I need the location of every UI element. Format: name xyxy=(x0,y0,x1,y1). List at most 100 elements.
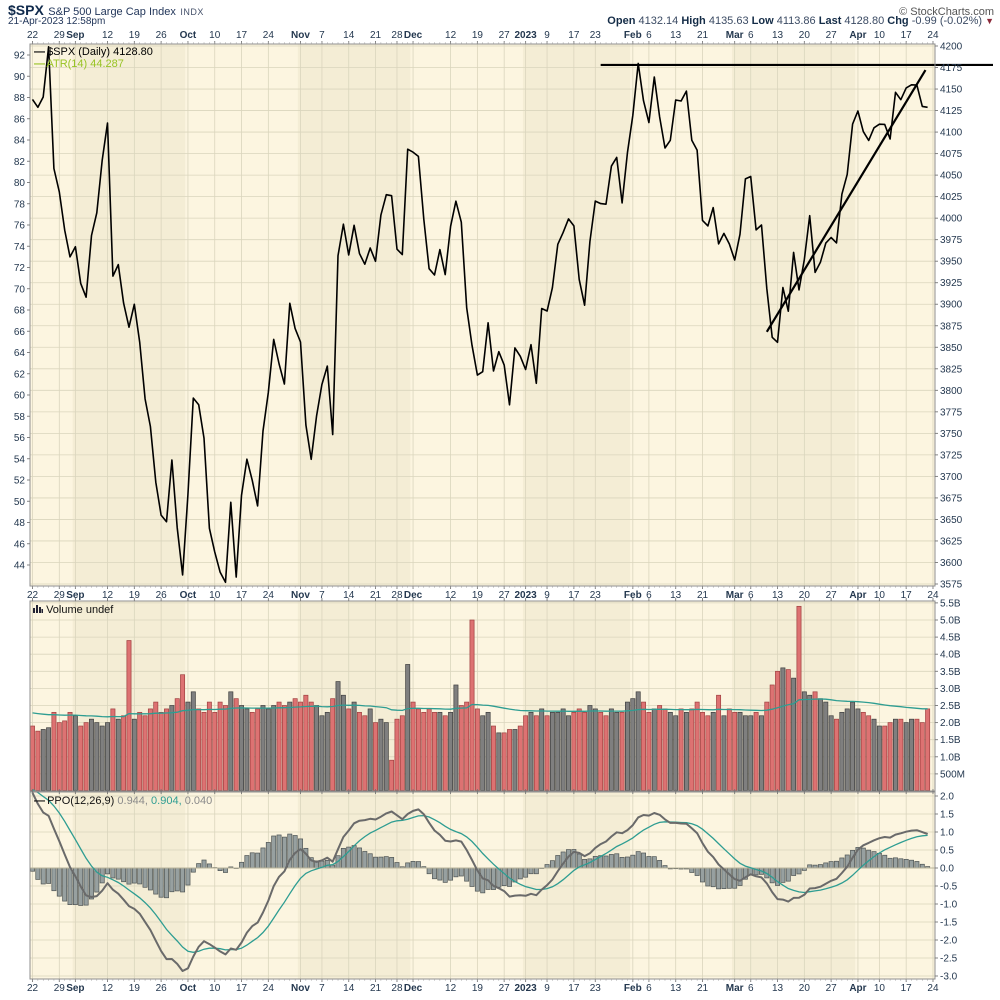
date-label: 27 xyxy=(499,590,511,601)
ppo-histogram-bar xyxy=(914,861,920,869)
date-label: Mar xyxy=(726,30,744,41)
date-label: 10 xyxy=(209,30,221,41)
date-label: 20 xyxy=(799,590,811,601)
volume-bar xyxy=(625,701,630,791)
volume-bar xyxy=(389,759,395,791)
date-label: 17 xyxy=(568,30,580,41)
ppo-histogram-bar xyxy=(517,867,523,880)
date-label: 6 xyxy=(748,590,754,601)
ppo-histogram-bar xyxy=(105,867,110,875)
volume-bars-icon xyxy=(33,604,43,616)
volume-bar xyxy=(646,711,652,791)
ppo-histogram-bar xyxy=(40,867,46,885)
volume-bar xyxy=(549,711,555,791)
ppo-histogram-bar xyxy=(619,856,625,869)
volume-bar xyxy=(571,711,577,791)
volume-bar xyxy=(223,705,228,791)
volume-bar xyxy=(255,708,261,791)
price-axis-label: 3850 xyxy=(940,343,963,354)
volume-axis-label: 5.0B xyxy=(940,616,961,627)
ppo-histogram-bar xyxy=(834,860,839,869)
date-label: 13 xyxy=(772,983,784,994)
ppo-histogram-bar xyxy=(544,864,550,869)
month-band xyxy=(522,44,631,586)
volume-bar xyxy=(576,708,582,791)
atr-legend-swatch: — xyxy=(34,58,45,70)
ppo-axis-label: -3.0 xyxy=(940,972,958,983)
low-value: 4113.86 xyxy=(776,15,816,27)
date-label: 23 xyxy=(590,590,602,601)
volume-bar xyxy=(587,705,593,791)
atr-axis-label: 50 xyxy=(14,497,26,508)
volume-bar xyxy=(517,725,523,791)
ppo-histogram-bar xyxy=(533,867,539,875)
date-label: 17 xyxy=(236,30,248,41)
volume-bar xyxy=(791,677,797,791)
atr-axis-label: 48 xyxy=(14,518,26,529)
ppo-signal-value: 0.904, xyxy=(151,795,182,807)
date-label: Nov xyxy=(291,30,310,41)
date-label: 24 xyxy=(927,590,939,601)
volume-bar xyxy=(694,701,700,791)
header-row-2: 21-Apr-2023 12:58pm Open 4132.14 High 41… xyxy=(8,15,994,27)
volume-bar xyxy=(608,708,614,791)
date-label: 6 xyxy=(646,983,652,994)
volume-bar xyxy=(357,711,362,791)
volume-bar xyxy=(678,708,684,791)
volume-bar xyxy=(635,691,641,791)
volume-bar xyxy=(860,711,866,791)
date-label: 2023 xyxy=(514,30,537,41)
volume-bar xyxy=(164,708,169,791)
price-axis-label: 4000 xyxy=(940,214,963,225)
volume-bar xyxy=(298,701,303,791)
atr-axis-label: 44 xyxy=(14,561,26,572)
atr-axis-label: 74 xyxy=(14,242,26,253)
ppo-histogram-bar xyxy=(893,857,898,869)
date-label: 10 xyxy=(209,983,221,994)
date-label: 17 xyxy=(236,983,248,994)
ppo-histogram-bar xyxy=(919,863,925,869)
ppo-histogram-bar xyxy=(357,847,362,869)
date-label: Sep xyxy=(66,590,84,601)
ppo-histogram-bar xyxy=(383,856,389,869)
date-label: 13 xyxy=(670,590,682,601)
volume-bar xyxy=(528,711,534,791)
volume-bar xyxy=(158,711,164,791)
volume-bar xyxy=(260,705,266,791)
volume-bar xyxy=(662,708,668,791)
atr-axis-label: 56 xyxy=(14,433,26,444)
volume-bar xyxy=(99,725,105,791)
volume-bar xyxy=(721,715,727,791)
date-label: 6 xyxy=(646,590,652,601)
volume-bar xyxy=(78,725,84,791)
ppo-histogram-bar xyxy=(147,867,153,891)
ppo-histogram xyxy=(30,833,931,906)
date-label: 14 xyxy=(343,30,355,41)
price-axis-label: 3875 xyxy=(940,321,963,332)
volume-bar xyxy=(335,681,341,791)
volume-bar xyxy=(501,732,507,791)
ppo-histogram-bar xyxy=(56,867,62,897)
price-axis-label: 3925 xyxy=(940,278,963,289)
ppo-histogram-bar xyxy=(276,834,282,869)
ppo-histogram-bar xyxy=(469,867,475,887)
ppo-histogram-bar xyxy=(903,858,909,869)
date-label: 12 xyxy=(445,590,457,601)
ppo-histogram-bar xyxy=(67,867,73,905)
date-label: 13 xyxy=(772,590,784,601)
date-label: Sep xyxy=(66,983,84,994)
ppo-histogram-bar xyxy=(839,857,845,869)
date-label: 6 xyxy=(748,30,754,41)
ppo-histogram-bar xyxy=(909,859,914,869)
date-label: 7 xyxy=(319,983,325,994)
ppo-histogram-bar xyxy=(126,867,132,885)
month-band xyxy=(731,44,856,586)
volume-bar xyxy=(346,708,352,791)
ppo-axis-label: 1.0 xyxy=(940,828,954,839)
price-axis-label: 3675 xyxy=(940,493,963,504)
atr-axis-label: 90 xyxy=(14,72,26,83)
volume-bar xyxy=(147,708,153,791)
ppo-histogram-bar xyxy=(898,858,904,869)
ppo-histogram-value: 0.040 xyxy=(184,795,213,807)
ppo-histogram-bar xyxy=(201,859,207,869)
